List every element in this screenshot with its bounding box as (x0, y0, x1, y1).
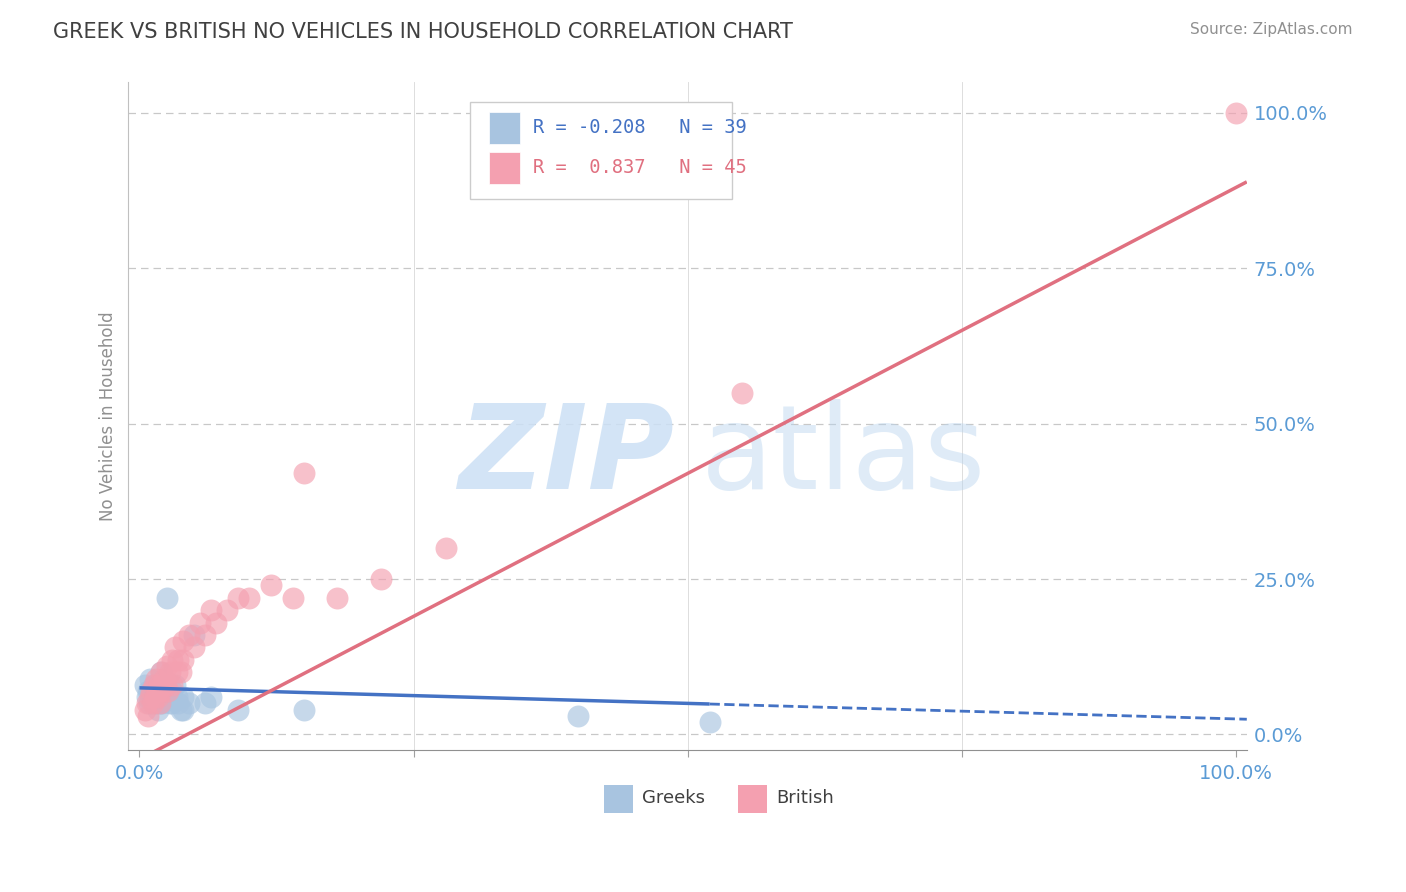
Point (567, 708, 589, 723)
Point (146, 684, 169, 698)
Point (139, 684, 162, 698)
Point (200, 690, 222, 705)
Point (146, 690, 169, 705)
Point (205, 615, 228, 630)
Point (699, 714, 721, 729)
Point (260, 578, 283, 592)
Point (177, 697, 200, 711)
Point (134, 678, 156, 692)
Y-axis label: No Vehicles in Household: No Vehicles in Household (100, 311, 117, 521)
Point (170, 665, 193, 680)
Point (142, 678, 165, 692)
Point (150, 665, 173, 680)
Point (281, 591, 304, 605)
Point (148, 678, 170, 692)
Point (731, 385, 754, 400)
Point (149, 697, 172, 711)
Text: ZIP: ZIP (458, 399, 675, 514)
Point (156, 690, 179, 705)
Point (136, 697, 159, 711)
Point (172, 634, 194, 648)
FancyBboxPatch shape (603, 785, 633, 813)
Point (145, 697, 167, 711)
Point (162, 684, 184, 698)
Text: GREEK VS BRITISH NO VEHICLES IN HOUSEHOLD CORRELATION CHART: GREEK VS BRITISH NO VEHICLES IN HOUSEHOL… (53, 22, 793, 42)
Point (139, 672, 162, 686)
Point (142, 678, 165, 692)
Text: British: British (776, 789, 834, 807)
Point (145, 672, 167, 686)
Point (136, 690, 159, 705)
Point (166, 697, 188, 711)
Point (226, 703, 249, 717)
Point (162, 678, 184, 692)
Point (172, 690, 194, 705)
Point (183, 640, 205, 655)
Point (170, 703, 193, 717)
Point (152, 672, 174, 686)
Point (143, 690, 166, 705)
Point (134, 703, 156, 717)
Point (166, 653, 188, 667)
Point (156, 659, 179, 673)
Point (163, 678, 186, 692)
Point (155, 678, 177, 692)
Text: R = -0.208   N = 39: R = -0.208 N = 39 (533, 118, 747, 136)
FancyBboxPatch shape (488, 152, 520, 184)
Point (156, 684, 179, 698)
Point (150, 665, 173, 680)
Point (292, 467, 315, 481)
Text: atlas: atlas (702, 399, 987, 514)
Point (149, 697, 172, 711)
Point (143, 697, 166, 711)
Point (326, 591, 349, 605)
Point (292, 703, 315, 717)
Point (194, 697, 217, 711)
Point (156, 591, 179, 605)
Point (142, 697, 165, 711)
Point (166, 665, 188, 680)
Point (172, 653, 194, 667)
Point (155, 690, 177, 705)
Point (188, 615, 211, 630)
Point (159, 697, 181, 711)
Text: Greeks: Greeks (641, 789, 704, 807)
FancyBboxPatch shape (738, 785, 768, 813)
Point (163, 640, 186, 655)
Point (145, 684, 167, 698)
Point (370, 572, 392, 586)
Point (150, 690, 173, 705)
Point (146, 703, 169, 717)
Point (162, 697, 184, 711)
Point (194, 628, 217, 642)
Point (139, 690, 162, 705)
FancyBboxPatch shape (470, 102, 733, 199)
Point (162, 653, 184, 667)
Text: R =  0.837   N = 45: R = 0.837 N = 45 (533, 158, 747, 177)
Point (238, 591, 260, 605)
Point (152, 684, 174, 698)
Point (436, 541, 458, 555)
Point (226, 591, 249, 605)
Point (217, 603, 239, 617)
Point (177, 628, 200, 642)
Point (138, 697, 160, 711)
Point (172, 703, 194, 717)
Point (141, 684, 163, 698)
Point (183, 628, 205, 642)
Text: Source: ZipAtlas.com: Source: ZipAtlas.com (1189, 22, 1353, 37)
Point (200, 603, 222, 617)
Point (159, 665, 181, 680)
Point (136, 684, 159, 698)
Point (142, 690, 165, 705)
Point (150, 684, 173, 698)
Point (152, 697, 174, 711)
Point (148, 684, 170, 698)
FancyBboxPatch shape (488, 112, 520, 144)
Point (146, 690, 169, 705)
Point (166, 690, 188, 705)
Point (1225, 106, 1247, 120)
Point (136, 708, 159, 723)
